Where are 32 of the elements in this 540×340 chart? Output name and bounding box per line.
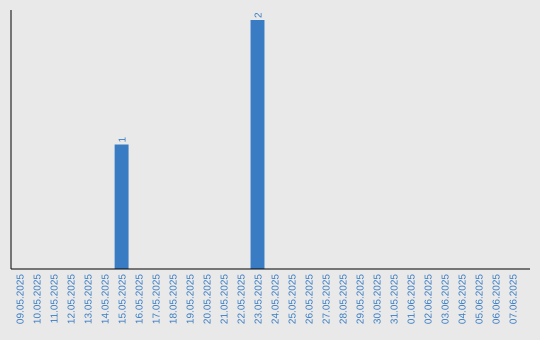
x-tick-label: 16.05.2025 bbox=[134, 274, 146, 324]
x-tick-label: 01.06.2025 bbox=[406, 274, 418, 324]
x-tick-label: 11.05.2025 bbox=[50, 274, 61, 324]
x-tick-label: 18.05.2025 bbox=[168, 274, 180, 324]
x-tick-label: 19.05.2025 bbox=[186, 274, 197, 324]
x-tick-label: 07.06.2025 bbox=[508, 274, 520, 324]
x-tick-label: 10.05.2025 bbox=[32, 274, 44, 324]
x-tick-label: 06.06.2025 bbox=[491, 274, 502, 324]
x-tick-label: 21.05.2025 bbox=[220, 274, 231, 324]
x-tick-label: 02.06.2025 bbox=[423, 274, 434, 324]
x-tick-label: 04.06.2025 bbox=[457, 274, 468, 324]
x-tick-label: 22.05.2025 bbox=[236, 274, 248, 324]
x-tick-label: 20.05.2025 bbox=[202, 274, 214, 324]
x-tick-label: 09.05.2025 bbox=[16, 274, 27, 324]
x-tick-label: 30.05.2025 bbox=[372, 274, 384, 324]
x-tick-label: 25.05.2025 bbox=[287, 274, 298, 324]
data-label: 2 bbox=[254, 12, 265, 18]
data-label: 1 bbox=[118, 136, 129, 142]
x-tick-label: 31.05.2025 bbox=[389, 274, 400, 324]
x-tick-label: 13.05.2025 bbox=[84, 274, 95, 324]
x-tick-label: 05.06.2025 bbox=[474, 274, 486, 324]
x-tick-label: 14.05.2025 bbox=[100, 274, 112, 324]
x-tick-label: 27.05.2025 bbox=[321, 274, 332, 324]
x-tick-label: 23.05.2025 bbox=[254, 274, 265, 324]
x-tick-label: 15.05.2025 bbox=[118, 274, 129, 324]
x-tick-label: 29.05.2025 bbox=[355, 274, 366, 324]
x-tick-label: 26.05.2025 bbox=[304, 274, 316, 324]
x-tick-label: 17.05.2025 bbox=[152, 274, 163, 324]
x-tick-label: 24.05.2025 bbox=[270, 274, 282, 324]
x-tick-label: 28.05.2025 bbox=[338, 274, 350, 324]
x-tick-label: 03.06.2025 bbox=[440, 274, 452, 324]
x-tick-label: 12.05.2025 bbox=[66, 274, 78, 324]
